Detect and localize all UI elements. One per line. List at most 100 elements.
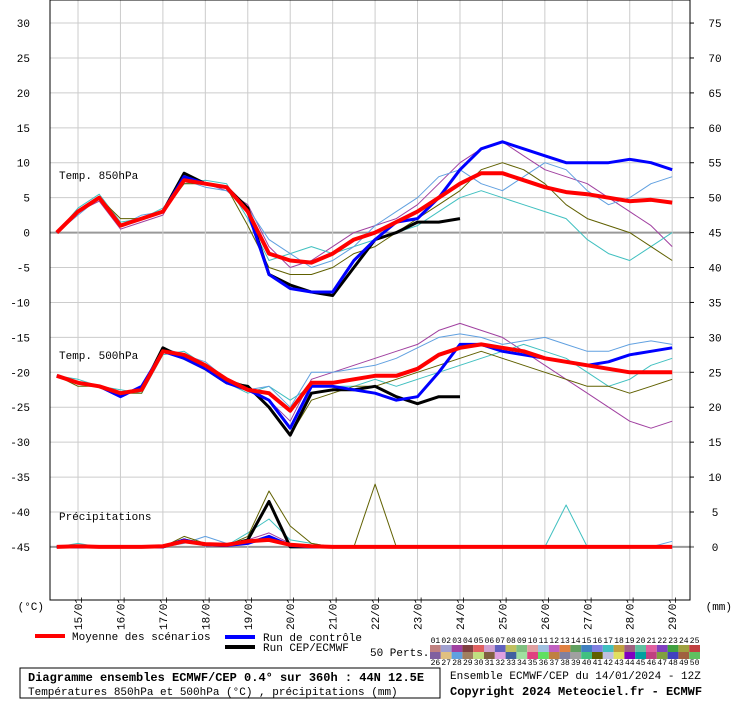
y-tick-label: -20 [10,368,30,380]
member-label: 40 [582,659,592,668]
y2-tick-label: 70 [708,54,721,66]
line-t850 [55,171,673,265]
y2-axis-label: (mm) [706,602,732,614]
member-swatch [581,645,592,652]
member-label: 43 [614,659,624,668]
y2-tick-label: 15 [708,438,721,450]
annotation: Temp. 850hPa [59,171,139,183]
member-label: 47 [657,659,667,668]
member-swatch [678,645,690,652]
line-precip [56,537,673,549]
member-label: 39 [571,659,581,668]
y-tick-label: -5 [17,264,30,276]
member-label: 24 [679,637,689,646]
member-swatch [656,652,668,659]
member-swatch [451,652,463,659]
legend-label: Run CEP/ECMWF [263,643,349,655]
member-swatch [440,652,452,659]
y2-tick-label: 5 [712,508,719,520]
member-swatch [635,645,646,652]
run-info: Ensemble ECMWF/CEP du 14/01/2024 - 12Z [450,671,701,683]
member-label: 12 [549,637,559,646]
x-tick-label: 23/01 [414,597,426,630]
x-tick-label: 15/01 [74,597,86,630]
member-swatch [613,645,625,652]
member-swatch [602,645,614,652]
member-swatch [570,645,582,652]
y-tick-label: -30 [10,438,30,450]
y-axis-label: (°C) [18,602,44,614]
member-swatch [494,645,506,652]
member-label: 46 [647,659,657,668]
y2-tick-label: 30 [708,333,721,345]
member-swatch [484,645,495,652]
member-label: 04 [463,637,473,646]
member-swatch [451,645,463,652]
x-tick-label: 29/01 [668,597,680,630]
member-swatch [646,645,657,652]
member-swatch [624,645,636,652]
member-label: 05 [474,637,484,646]
member-label: 09 [517,637,527,646]
member-swatch [613,652,625,659]
y2-tick-label: 60 [708,124,721,136]
y2-tick-label: 10 [708,473,721,485]
y2-tick-label: 75 [708,19,721,31]
member-label: 30 [474,659,484,668]
member-swatch [516,645,528,652]
member-swatch [538,652,549,659]
subtitle: Températures 850hPa et 500hPa (°C) , pré… [28,687,398,699]
member-swatch [462,652,474,659]
line-t850 [56,141,673,268]
member-swatch [527,652,538,659]
x-tick-label: 20/01 [286,597,298,630]
x-tick-label: 16/01 [116,597,128,630]
annotation: Temp. 500hPa [59,351,139,363]
member-swatch [548,645,560,652]
y-tick-label: 5 [23,194,30,206]
x-tick-label: 17/01 [159,597,171,630]
legend-label: Moyenne des scénarios [72,632,211,644]
member-swatch [667,645,679,652]
member-label: 06 [485,637,495,646]
member-swatch [592,652,603,659]
member-label: 31 [485,659,495,668]
x-tick-label: 25/01 [498,597,510,630]
member-swatch [462,645,474,652]
y2-tick-label: 55 [708,159,721,171]
x-tick-label: 21/01 [329,597,341,630]
member-label: 01 [431,637,441,646]
member-swatch [624,652,636,659]
member-swatch [646,652,657,659]
x-tick-label: 18/01 [201,597,213,630]
member-swatch [667,652,679,659]
member-label: 27 [441,659,451,668]
members-label: 50 Perts. [370,648,429,660]
member-label: 14 [571,637,581,646]
member-label: 33 [506,659,516,668]
member-swatch [689,645,700,652]
line-t850 [56,179,673,261]
member-label: 42 [603,659,613,668]
member-label: 23 [668,637,678,646]
member-label: 10 [528,637,538,646]
y2-tick-label: 35 [708,298,721,310]
member-label: 28 [452,659,462,668]
member-label: 41 [593,659,603,668]
y-tick-label: 10 [17,159,30,171]
y-tick-label: -15 [10,333,30,345]
member-label: 25 [690,637,700,646]
member-swatch [559,652,571,659]
member-label: 38 [560,659,570,668]
member-label: 13 [560,637,570,646]
member-label: 37 [549,659,559,668]
member-label: 16 [593,637,603,646]
title: Diagramme ensembles ECMWF/CEP 0.4° sur 3… [28,671,424,685]
member-label: 20 [636,637,646,646]
member-swatch [527,645,538,652]
plot-lines [55,140,673,549]
member-label: 26 [431,659,441,668]
y-tick-label: 15 [17,124,30,136]
